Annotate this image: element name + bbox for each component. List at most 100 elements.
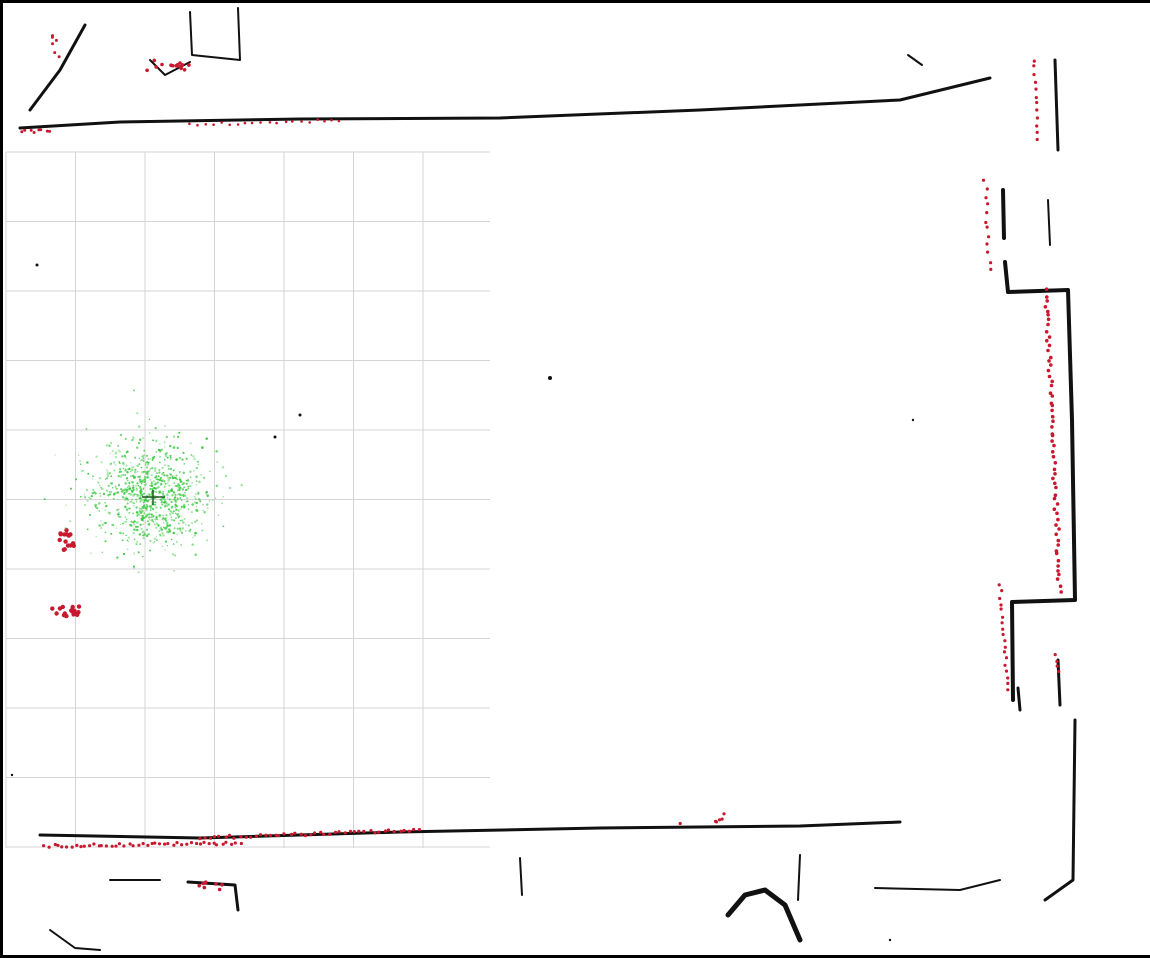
particle xyxy=(132,436,135,439)
particle xyxy=(111,523,113,526)
particle xyxy=(137,513,141,516)
particle xyxy=(151,485,153,488)
particle xyxy=(174,485,177,487)
particle xyxy=(146,476,149,479)
particle xyxy=(86,528,89,531)
laser-point xyxy=(289,832,294,837)
particle xyxy=(139,478,141,481)
particle xyxy=(168,473,172,476)
particle xyxy=(138,475,141,479)
laser-point xyxy=(62,547,67,552)
particle xyxy=(139,475,141,477)
particle xyxy=(106,469,108,471)
particle xyxy=(117,444,120,447)
laser-point xyxy=(39,128,43,132)
laser-point xyxy=(58,531,63,536)
particle xyxy=(168,476,172,480)
particle xyxy=(144,506,147,509)
laser-point xyxy=(214,843,219,847)
particle xyxy=(137,484,140,487)
particle xyxy=(214,497,217,499)
laser-point xyxy=(221,842,225,846)
particle xyxy=(107,484,110,487)
particle xyxy=(215,450,218,453)
laser-point xyxy=(985,225,989,229)
particle xyxy=(166,544,169,547)
particle xyxy=(116,508,119,512)
laser-point xyxy=(1046,368,1051,373)
laser-point xyxy=(1056,543,1060,547)
particle xyxy=(122,532,124,535)
particle xyxy=(77,454,80,456)
particle xyxy=(155,516,158,519)
particle xyxy=(126,470,129,474)
particle xyxy=(132,512,134,515)
particle xyxy=(175,541,178,543)
laser-point xyxy=(76,610,81,615)
particle xyxy=(183,486,186,489)
laser-point xyxy=(264,833,268,837)
particle xyxy=(182,505,185,507)
particle xyxy=(162,501,166,504)
particle xyxy=(124,437,127,440)
particle xyxy=(100,519,102,522)
particle xyxy=(142,488,145,490)
particle xyxy=(164,452,167,456)
particle xyxy=(155,506,158,509)
laser-point xyxy=(1035,108,1039,112)
particle xyxy=(176,533,178,535)
laser-point xyxy=(110,844,114,848)
particle xyxy=(140,490,143,493)
particle xyxy=(135,498,138,501)
particle xyxy=(139,485,142,488)
laser-point xyxy=(984,220,988,225)
particle xyxy=(240,483,243,487)
particle xyxy=(136,493,138,496)
particle xyxy=(159,461,161,464)
laser-point xyxy=(152,58,157,63)
particle xyxy=(135,485,137,487)
particle xyxy=(138,442,141,445)
particle xyxy=(187,487,190,490)
particle xyxy=(117,498,119,501)
particle xyxy=(110,491,113,493)
particle xyxy=(119,531,122,535)
particle xyxy=(168,498,171,501)
particle xyxy=(175,458,179,461)
laser-point xyxy=(23,128,27,132)
wall-top-left-box xyxy=(189,7,241,61)
particle xyxy=(132,521,135,524)
particle xyxy=(54,454,56,456)
particle xyxy=(158,514,161,516)
laser-point xyxy=(1049,383,1054,388)
particle xyxy=(172,446,176,449)
particle xyxy=(119,475,123,478)
particle xyxy=(111,449,114,453)
particle xyxy=(166,435,168,438)
particle xyxy=(129,501,132,503)
particle xyxy=(170,518,174,522)
laser-point xyxy=(1056,569,1060,573)
particle xyxy=(147,463,150,466)
particle xyxy=(200,474,202,476)
particle xyxy=(197,463,200,466)
wall-bottom-mid-fragment-2 xyxy=(797,854,801,901)
laser-point xyxy=(981,178,986,182)
particle xyxy=(91,478,94,480)
wall-right-nook xyxy=(1001,188,1006,240)
particle xyxy=(179,519,182,522)
particle xyxy=(145,466,149,469)
particle xyxy=(156,539,158,541)
particle xyxy=(175,458,178,461)
particle xyxy=(151,466,154,470)
particle xyxy=(133,502,135,505)
particle xyxy=(64,527,67,530)
particle xyxy=(139,500,142,503)
particle xyxy=(97,481,100,484)
particle xyxy=(142,437,145,440)
particle xyxy=(163,499,167,502)
laser-point xyxy=(999,603,1003,607)
laser-point xyxy=(277,834,281,838)
